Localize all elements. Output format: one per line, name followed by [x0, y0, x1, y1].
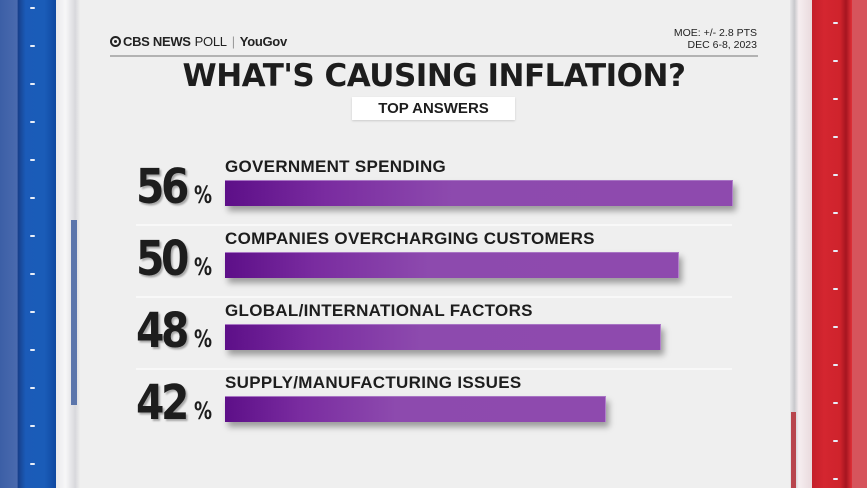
brand-cbs: CBS NEWS: [123, 34, 191, 49]
poll-meta: MOE: +/- 2.8 PTS DEC 6-8, 2023: [674, 27, 757, 51]
percent-sign: %: [194, 325, 213, 353]
brand-poll: POLL: [194, 34, 227, 49]
right-accent-stripe: [791, 412, 796, 488]
right-edge-decoration: [852, 0, 867, 488]
bar-label: GLOBAL/INTERNATIONAL FACTORS: [225, 301, 533, 320]
percent-sign: %: [194, 253, 213, 281]
row-divider: [136, 296, 732, 298]
chart-subtitle: TOP ANSWERS: [352, 97, 515, 120]
percent-value: 48: [136, 303, 189, 359]
left-blue-pole: [18, 0, 56, 488]
left-accent-stripe: [71, 220, 77, 405]
bar-label: SUPPLY/MANUFACTURING ISSUES: [225, 373, 522, 392]
bar-row: 48 % GLOBAL/INTERNATIONAL FACTORS: [136, 301, 732, 370]
right-gutter: [790, 0, 812, 488]
percent-sign: %: [194, 397, 213, 425]
bar-row: 56 % GOVERNMENT SPENDING: [136, 157, 733, 226]
bar-row: 42 % SUPPLY/MANUFACTURING ISSUES: [136, 373, 732, 437]
percent-value: 56: [136, 159, 189, 215]
brand-logo: CBS NEWS POLL | YouGov: [110, 34, 287, 49]
bar-label: GOVERNMENT SPENDING: [225, 157, 447, 176]
bar: [225, 180, 733, 206]
row-divider: [136, 224, 732, 226]
percent-value: 42: [136, 375, 189, 431]
right-red-pole: [812, 0, 852, 488]
bar: [225, 324, 661, 350]
header-divider: [110, 55, 758, 57]
cbs-eye-icon: [110, 36, 121, 47]
brand-separator: |: [231, 34, 235, 49]
bar: [225, 396, 606, 422]
bar-label: COMPANIES OVERCHARGING CUSTOMERS: [225, 229, 595, 248]
percent-sign: %: [194, 181, 213, 209]
bar-row: 50 % COMPANIES OVERCHARGING CUSTOMERS: [136, 229, 732, 298]
brand-partner: YouGov: [239, 34, 287, 49]
row-divider: [136, 368, 732, 370]
chart-title: WHAT'S CAUSING INFLATION?: [182, 58, 686, 94]
percent-value: 50: [136, 231, 189, 287]
margin-of-error: MOE: +/- 2.8 PTS: [673, 27, 757, 39]
bar: [225, 252, 679, 278]
poll-dates: DEC 6-8, 2023: [687, 39, 757, 51]
